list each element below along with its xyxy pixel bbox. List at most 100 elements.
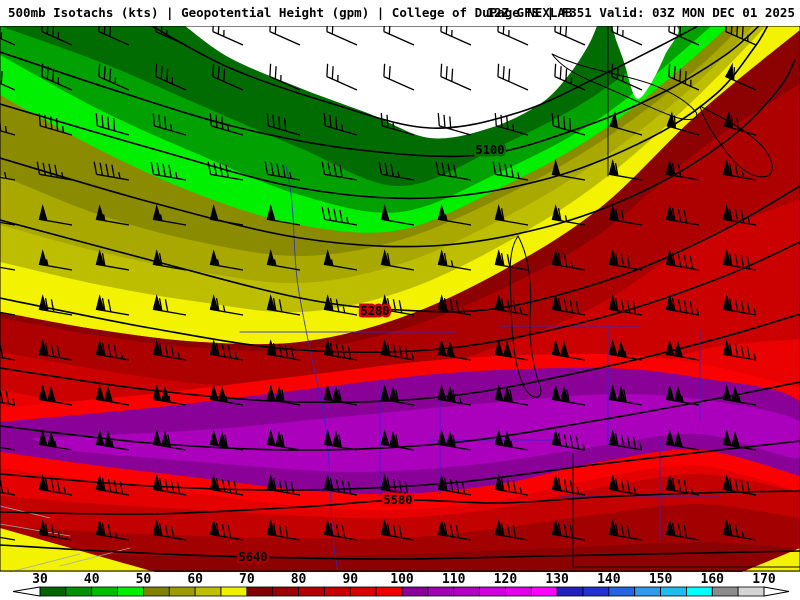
wind-barb-80kt [209,519,244,541]
wind-barb-90kt [266,339,301,361]
wind-barb-35kt [209,113,244,136]
wind-barb-70kt [665,159,700,181]
scale-segment [220,586,248,597]
wind-barb-80kt [152,519,187,541]
wind-barb-80kt [380,294,415,316]
wind-barb-100kt [38,384,73,406]
wind-barb-55kt [323,249,358,271]
wind-barb-60kt [724,62,757,91]
wind-barb-110kt [608,384,643,406]
wind-barb-100kt [0,446,16,451]
height-contour-5280 [0,185,800,313]
wind-barb-110kt [209,429,244,451]
scale-segment [272,586,299,597]
wind-barb-85kt [494,294,529,316]
wind-barb-55kt [38,249,73,271]
scale-segment [324,586,351,597]
map-border [0,26,800,572]
scale-segment [194,586,222,597]
wind-barb-90kt [209,474,244,496]
height-contour-label-5280: 5280 [361,304,390,318]
height-contour-5160 [0,26,769,200]
wind-barb-110kt [266,429,301,451]
wind-barb-25kt [611,26,643,46]
wind-barb-95kt [608,429,643,451]
wind-barb-80kt [38,339,73,361]
scale-tick-label-110: 110 [442,572,466,587]
wind-barb-85kt [665,474,700,496]
wind-barb-60kt [95,249,130,271]
wind-barb-75kt [323,294,358,316]
wind-barb-75kt [95,519,130,541]
product-title: 500mb Isotachs (kts) | Geopotential Heig… [8,5,573,20]
wind-barb-110kt [266,384,301,406]
wind-barb-30kt [440,63,472,91]
product-title-bar: 500mb Isotachs (kts) | Geopotential Heig… [0,0,800,26]
wind-barb-110kt [437,429,472,451]
wind-barb-85kt [209,339,244,361]
isotach-wedge-yellow-se [742,548,800,572]
model-run-valid-time: 12Z GFS | F351 Valid: 03Z MON DEC 01 202… [486,5,795,20]
wind-barb-45kt [725,26,757,46]
wind-barb-85kt [494,474,529,496]
scale-segment [737,586,765,597]
wind-barb-105kt [665,384,700,406]
wind-barb-70kt [494,249,529,271]
wind-barb-40kt [435,161,472,181]
wind-barb-70kt [723,111,757,136]
wind-barb-100kt [665,429,700,451]
wind-barb-110kt [380,384,415,406]
wind-barb-35kt [554,63,586,91]
wind-barb-60kt [380,249,415,271]
wind-barb-60kt [494,204,529,226]
scale-tick-label-40: 40 [84,572,100,587]
wind-barb-25kt [269,63,301,91]
lake-superior-outline [551,53,698,120]
wind-barb-20kt [326,26,358,46]
wind-barb-100kt [494,339,529,361]
wind-barb-20kt [269,26,301,46]
wind-barb-45kt [264,161,301,181]
scale-tick-label-70: 70 [239,572,255,587]
wind-barb-70kt [266,294,301,316]
scale-tick-label-170: 170 [752,572,776,587]
height-contour-label-5100: 5100 [476,143,505,157]
wind-barb-100kt [551,339,586,361]
wind-barb-55kt [95,204,130,226]
wind-barb-85kt [608,474,643,496]
wind-barb-90kt [608,294,643,316]
wind-barb-90kt [437,474,472,496]
wind-barb-40kt [266,113,301,136]
wind-barb-50kt [38,204,73,226]
wind-barb-90kt [380,474,415,496]
wind-barbs [0,26,757,541]
scale-tick-label-160: 160 [701,572,725,587]
wind-barb-110kt [551,384,586,406]
wind-barb-50kt [209,204,244,226]
scale-segment [505,586,532,597]
wind-barb-105kt [38,429,73,451]
wind-barb-35kt [378,161,415,181]
scale-tick-label-80: 80 [291,572,307,587]
wind-barb-85kt [38,474,73,496]
wind-barb-50kt [380,204,415,226]
wind-barb-80kt [665,519,700,541]
wind-barb-110kt [323,384,358,406]
wind-barb-45kt [492,161,529,181]
wind-barb-90kt [551,294,586,316]
scale-segment [375,586,403,597]
calm-region-white-center [185,26,597,139]
wind-barb-25kt [497,26,529,46]
height-contour-5340 [0,241,800,354]
wind-barb-55kt [209,249,244,271]
wind-barb-45kt [150,161,187,181]
wind-barb-85kt [551,474,586,496]
wind-barb-85kt [152,339,187,361]
height-contour-5520 [0,440,800,491]
wind-barb-40kt [551,113,586,136]
scale-tick-label-50: 50 [136,572,152,587]
wind-barb-105kt [95,429,130,451]
height-contour-5100 [0,26,761,158]
height-contour-label-5640: 5640 [239,550,268,564]
wind-barb-80kt [380,519,415,541]
